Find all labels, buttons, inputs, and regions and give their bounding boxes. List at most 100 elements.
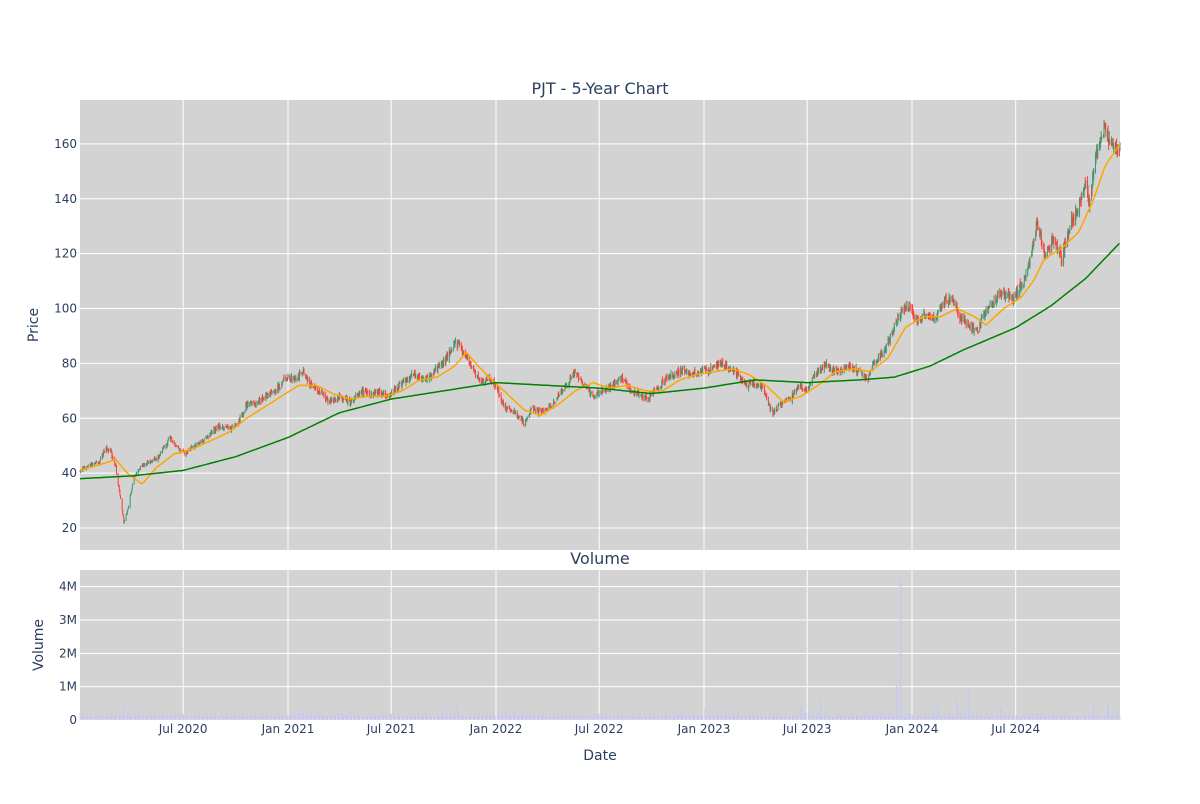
volume-bar: [110, 713, 111, 720]
candle: [802, 388, 803, 392]
volume-bar: [124, 703, 125, 720]
volume-bar: [147, 717, 148, 720]
volume-bar: [168, 715, 169, 720]
candle-body: [379, 389, 380, 392]
candle: [675, 371, 676, 378]
candle-body: [175, 443, 176, 445]
candle-body: [954, 302, 955, 306]
volume-bar: [877, 714, 878, 720]
volume-bar: [682, 714, 683, 720]
volume-bar: [159, 715, 160, 720]
volume-bar: [250, 715, 251, 720]
volume-bar: [426, 713, 427, 720]
volume-bar: [689, 716, 690, 720]
volume-bar: [856, 716, 857, 720]
candle: [411, 370, 412, 378]
candle-body: [896, 323, 897, 324]
volume-bar: [301, 713, 302, 720]
candle-body: [910, 306, 911, 307]
candle: [1038, 220, 1039, 230]
volume-bar: [634, 717, 635, 720]
volume-bar: [569, 715, 570, 720]
volume-bar: [657, 717, 658, 720]
volume-bar: [684, 713, 685, 720]
candle-body: [950, 299, 951, 303]
volume-bar: [164, 717, 165, 720]
volume-bar: [324, 715, 325, 720]
candle: [1050, 244, 1051, 254]
candle: [399, 381, 400, 384]
volume-bar: [701, 716, 702, 720]
volume-bar: [678, 715, 679, 720]
volume-bar: [398, 717, 399, 720]
candle-body: [187, 451, 188, 452]
volume-bar: [402, 715, 403, 720]
candle-body: [774, 409, 775, 412]
candle-body: [794, 391, 795, 394]
candle-body: [814, 373, 815, 374]
volume-bar: [211, 712, 212, 720]
volume-bar: [144, 716, 145, 720]
volume-bar: [429, 717, 430, 720]
candle-body: [288, 377, 289, 378]
volume-bar: [130, 716, 131, 720]
volume-bar: [694, 714, 695, 720]
volume-bar: [505, 713, 506, 720]
candle: [279, 384, 280, 388]
volume-bar: [810, 717, 811, 720]
volume-bar: [653, 715, 654, 720]
candle: [132, 484, 133, 489]
volume-bar: [590, 717, 591, 720]
volume-bar: [545, 717, 546, 720]
volume-bar: [246, 716, 247, 720]
volume-bar: [897, 685, 898, 720]
volume-bar: [438, 715, 439, 720]
candle-body: [1030, 257, 1031, 263]
volume-bar: [518, 717, 519, 720]
volume-bar: [724, 715, 725, 720]
candle: [208, 435, 209, 439]
volume-bar: [243, 714, 244, 720]
volume-bar: [162, 716, 163, 720]
volume-bar: [130, 713, 131, 720]
volume-bar: [489, 713, 490, 720]
candle: [130, 495, 131, 508]
candle-body: [268, 395, 269, 398]
volume-bar: [802, 717, 803, 720]
candle-body: [530, 409, 531, 411]
candle-body: [1006, 293, 1007, 296]
candle: [687, 369, 688, 376]
volume-bar: [243, 717, 244, 720]
candle-body: [148, 461, 149, 463]
volume-bar: [595, 716, 596, 720]
volume-bar: [334, 715, 335, 720]
volume-bar: [836, 715, 837, 720]
volume-bar: [605, 714, 606, 720]
volume-bar: [150, 716, 151, 720]
volume-bar: [204, 715, 205, 720]
volume-bar: [203, 715, 204, 720]
volume-bar: [689, 717, 690, 720]
volume-bar: [433, 717, 434, 720]
volume-bar: [594, 714, 595, 720]
volume-bar: [805, 713, 806, 720]
volume-bar: [696, 713, 697, 720]
volume-bar: [127, 715, 128, 720]
candle: [283, 380, 284, 383]
candle-body: [411, 374, 412, 377]
candle-body: [283, 380, 284, 382]
candle: [850, 363, 851, 370]
volume-bar: [622, 714, 623, 720]
volume-bar: [507, 716, 508, 720]
volume-bar: [479, 712, 480, 720]
volume-bar: [716, 715, 717, 720]
volume-bar: [307, 716, 308, 720]
volume-bar: [84, 716, 85, 720]
candle-body: [834, 370, 835, 372]
candle-body: [1086, 182, 1087, 185]
candle: [954, 299, 955, 306]
volume-bar: [754, 714, 755, 720]
candle-body: [906, 304, 907, 309]
volume-bar: [573, 716, 574, 720]
volume-bar: [292, 715, 293, 720]
